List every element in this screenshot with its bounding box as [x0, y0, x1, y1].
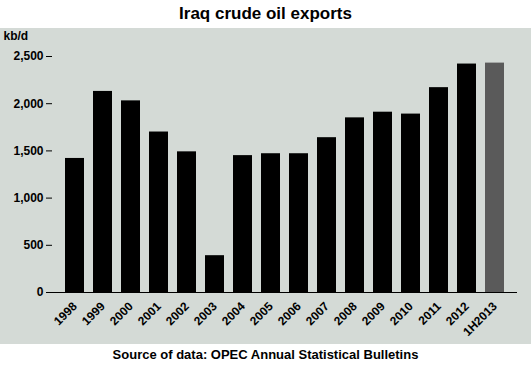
svg-text:2008: 2008 [331, 299, 360, 328]
svg-text:2007: 2007 [303, 299, 332, 328]
svg-text:500: 500 [23, 238, 43, 252]
svg-text:2005: 2005 [247, 299, 276, 328]
svg-text:2012: 2012 [443, 299, 472, 328]
svg-text:1,500: 1,500 [13, 144, 43, 158]
svg-text:kb/d: kb/d [4, 29, 29, 43]
svg-text:2,500: 2,500 [13, 49, 43, 63]
svg-text:2004: 2004 [219, 299, 248, 328]
svg-text:1998: 1998 [51, 299, 80, 328]
svg-text:2011: 2011 [416, 299, 445, 328]
html-text:Iraq crude oil exports: Iraq crude oil exports [179, 4, 352, 23]
html-text:Source of data: OPEC Annual St: Source of data: OPEC Annual Statistical … [112, 347, 419, 362]
svg-text:2006: 2006 [275, 299, 304, 328]
svg-text:2002: 2002 [163, 299, 192, 328]
svg-text:0: 0 [37, 285, 44, 299]
svg-text:2,000: 2,000 [13, 97, 43, 111]
svg-text:2000: 2000 [107, 299, 136, 328]
svg-text:2003: 2003 [191, 299, 220, 328]
svg-text:1H2013: 1H2013 [460, 299, 500, 339]
svg-text:2010: 2010 [387, 299, 416, 328]
svg-text:1,000: 1,000 [13, 191, 43, 205]
svg-text:2009: 2009 [359, 299, 388, 328]
svg-text:1999: 1999 [79, 299, 108, 328]
svg-text:2001: 2001 [135, 299, 164, 328]
